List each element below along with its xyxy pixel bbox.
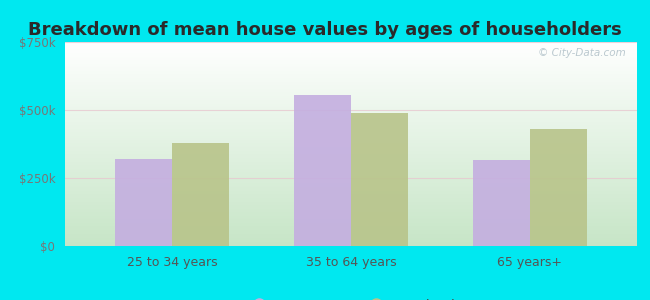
- Text: Breakdown of mean house values by ages of householders: Breakdown of mean house values by ages o…: [28, 21, 622, 39]
- Bar: [115, 159, 172, 246]
- Bar: [351, 113, 408, 246]
- Bar: [473, 160, 530, 246]
- Bar: [172, 142, 229, 246]
- Bar: [530, 129, 587, 246]
- Text: © City-Data.com: © City-Data.com: [538, 48, 625, 58]
- Legend: Damascus, Maryland: Damascus, Maryland: [241, 293, 461, 300]
- Bar: [294, 95, 351, 246]
